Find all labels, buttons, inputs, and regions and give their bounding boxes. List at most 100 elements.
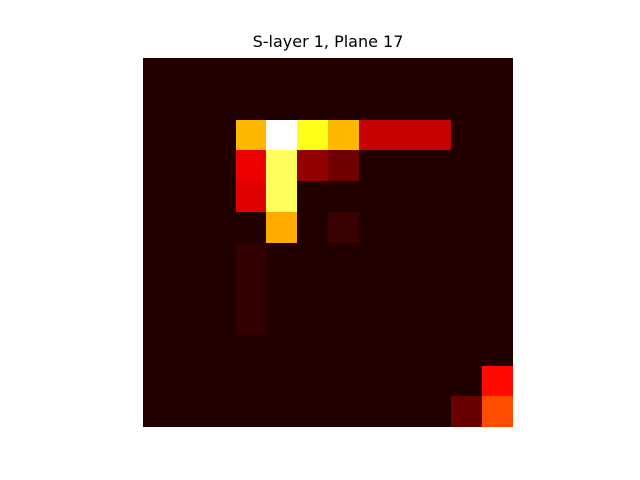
heatmap-cell [205, 335, 236, 366]
heatmap-cell [328, 396, 359, 427]
heatmap-cell [482, 212, 513, 243]
heatmap-cell [359, 150, 390, 181]
heatmap-cell [328, 335, 359, 366]
heatmap-cell [174, 243, 205, 273]
heatmap-cell [421, 212, 451, 243]
heatmap-cell [174, 273, 205, 304]
heatmap-cell [297, 396, 328, 427]
heatmap-cell [174, 150, 205, 181]
heatmap-cell [174, 366, 205, 396]
heatmap-cell [236, 304, 266, 335]
heatmap-cell [143, 181, 174, 212]
heatmap-cell [205, 304, 236, 335]
heatmap-cell [143, 120, 174, 150]
heatmap-cell [482, 243, 513, 273]
heatmap-cell [143, 335, 174, 366]
heatmap-cell [390, 243, 421, 273]
heatmap-cell [143, 212, 174, 243]
heatmap-cell [482, 273, 513, 304]
heatmap-cell [297, 335, 328, 366]
heatmap-cell [236, 366, 266, 396]
heatmap-cell [482, 335, 513, 366]
heatmap-cell [143, 243, 174, 273]
heatmap-cell [205, 150, 236, 181]
heatmap-cell [297, 243, 328, 273]
heatmap-cell [236, 243, 266, 273]
heatmap-cell [143, 273, 174, 304]
heatmap-cell [297, 89, 328, 120]
heatmap-cell [421, 396, 451, 427]
heatmap-cell [482, 396, 513, 427]
heatmap-cell [143, 366, 174, 396]
heatmap-cell [174, 58, 205, 89]
heatmap-cell [328, 304, 359, 335]
heatmap-cell [390, 366, 421, 396]
heatmap-cell [359, 396, 390, 427]
heatmap-cell [390, 335, 421, 366]
heatmap-cell [236, 181, 266, 212]
heatmap-cell [236, 120, 266, 150]
heatmap-cell [328, 366, 359, 396]
heatmap-cell [174, 120, 205, 150]
heatmap-cell [390, 396, 421, 427]
heatmap-cell [482, 304, 513, 335]
heatmap-cell [297, 150, 328, 181]
heatmap-cell [451, 304, 482, 335]
heatmap-cell [236, 150, 266, 181]
heatmap-cell [297, 273, 328, 304]
heatmap-cell [205, 396, 236, 427]
heatmap-cell [482, 120, 513, 150]
heatmap-cell [359, 89, 390, 120]
heatmap-cell [390, 150, 421, 181]
heatmap-cell [236, 396, 266, 427]
heatmap-cell [421, 273, 451, 304]
heatmap-cell [328, 273, 359, 304]
heatmap-cell [390, 120, 421, 150]
heatmap-cell [205, 181, 236, 212]
heatmap-cell [205, 58, 236, 89]
heatmap-cell [421, 181, 451, 212]
heatmap-cell [174, 396, 205, 427]
heatmap-cell [328, 150, 359, 181]
heatmap-cell [205, 366, 236, 396]
heatmap-cell [451, 212, 482, 243]
heatmap-cell [266, 243, 297, 273]
heatmap-cell [328, 212, 359, 243]
heatmap-cell [236, 335, 266, 366]
heatmap-cell [451, 396, 482, 427]
heatmap-cell [451, 273, 482, 304]
heatmap-cell [297, 58, 328, 89]
heatmap-cell [297, 304, 328, 335]
heatmap-cell [297, 120, 328, 150]
heatmap-cell [205, 273, 236, 304]
heatmap-cell [174, 335, 205, 366]
heatmap-cell [421, 335, 451, 366]
heatmap-cell [359, 243, 390, 273]
heatmap-cell [421, 89, 451, 120]
heatmap-cell [390, 58, 421, 89]
heatmap-cell [390, 89, 421, 120]
heatmap-cell [205, 89, 236, 120]
heatmap-cell [421, 366, 451, 396]
heatmap-cell [236, 212, 266, 243]
heatmap-cell [482, 89, 513, 120]
heatmap-cell [266, 273, 297, 304]
heatmap-cell [266, 181, 297, 212]
heatmap-cell [205, 120, 236, 150]
heatmap-cell [143, 150, 174, 181]
heatmap-cell [451, 335, 482, 366]
heatmap-cell [143, 89, 174, 120]
heatmap-cell [266, 58, 297, 89]
heatmap-cell [236, 273, 266, 304]
heatmap-cell [266, 335, 297, 366]
heatmap-cell [451, 243, 482, 273]
heatmap-cell [266, 120, 297, 150]
heatmap-cell [174, 181, 205, 212]
heatmap-cells [143, 58, 513, 427]
heatmap-cell [390, 273, 421, 304]
heatmap-cell [328, 243, 359, 273]
heatmap-cell [390, 304, 421, 335]
heatmap-cell [143, 396, 174, 427]
heatmap-cell [297, 366, 328, 396]
heatmap-cell [297, 181, 328, 212]
